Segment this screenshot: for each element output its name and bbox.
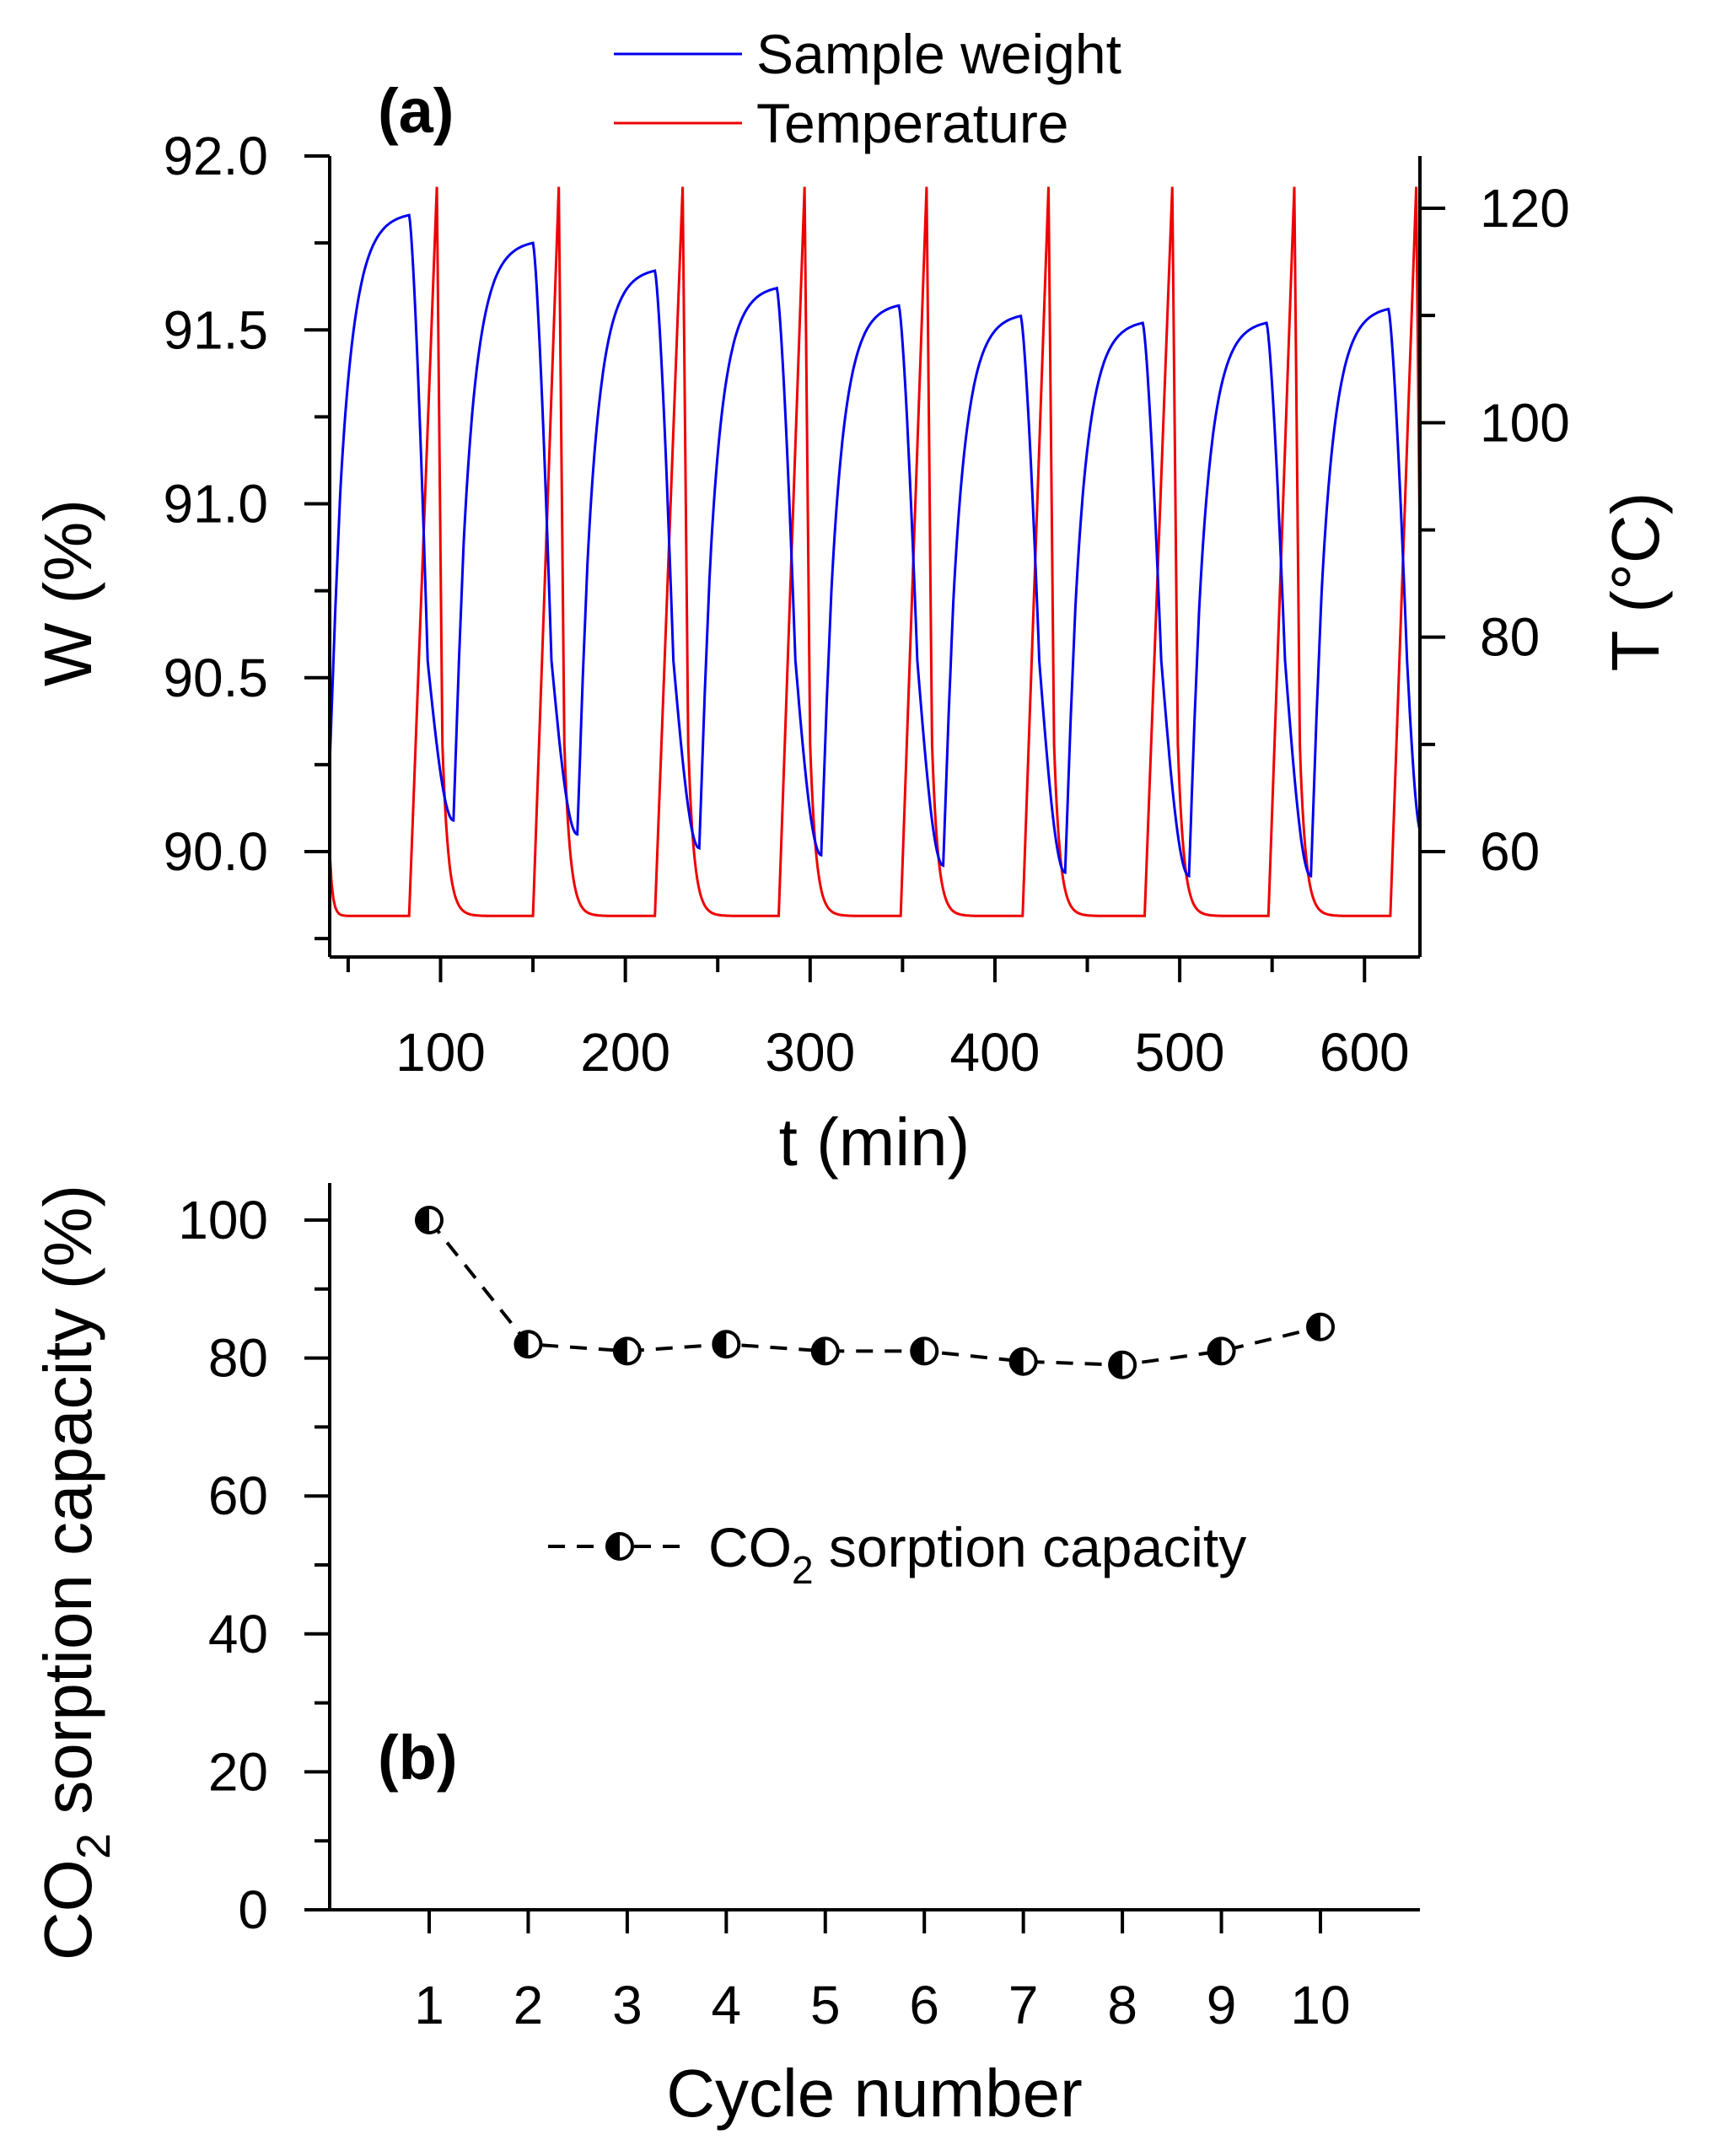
x-tick-label: 7 [1008, 1975, 1039, 2035]
panel-a-left-y-axis-title: W (%) [30, 499, 105, 686]
temperature-line [330, 186, 1420, 917]
panel-b-legend: CO2 sorption capacity [548, 1516, 1246, 1592]
panel-a-right-y-axis-title: T (°C) [1598, 492, 1673, 672]
x-tick-label: 1 [414, 1975, 444, 2035]
panel-a-right-y-ticks: 60 80 100 120 [1420, 178, 1570, 882]
panel-a-label: (a) [378, 76, 454, 146]
x-tick-label: 10 [1290, 1975, 1350, 2035]
left-y-tick-label: 91.0 [163, 474, 268, 535]
legend-sample-weight-label: Sample weight [756, 23, 1121, 85]
right-y-tick-label: 100 [1480, 392, 1570, 453]
right-y-tick-label: 80 [1480, 607, 1540, 668]
x-tick-label: 600 [1320, 1022, 1410, 1083]
x-tick-label: 6 [909, 1975, 939, 2035]
left-y-tick-label: 92.0 [163, 126, 268, 186]
x-tick-label: 400 [950, 1022, 1041, 1083]
legend-co2-marker [605, 1532, 634, 1561]
x-tick-label: 5 [810, 1975, 841, 2035]
x-tick-label: 9 [1207, 1975, 1237, 2035]
left-y-tick-label: 91.5 [163, 299, 268, 360]
data-point [415, 1206, 444, 1234]
legend-temperature-label: Temperature [756, 92, 1069, 154]
x-tick-label: 2 [514, 1975, 544, 2035]
panel-a-left-y-ticks: 90.0 90.5 91.0 91.5 92.0 [163, 126, 330, 941]
legend-marker [605, 1532, 634, 1561]
x-tick-label: 300 [765, 1022, 855, 1083]
y-tick-label: 0 [238, 1879, 268, 1940]
panel-a-series [330, 186, 1420, 917]
co2-capacity-points [415, 1206, 1335, 1379]
right-y-tick-label: 60 [1480, 821, 1540, 882]
right-y-tick-label: 120 [1480, 178, 1570, 239]
y-tick-label: 60 [208, 1465, 268, 1526]
data-point [1306, 1312, 1335, 1341]
data-point [612, 1336, 642, 1366]
x-tick-label: 500 [1135, 1022, 1225, 1083]
x-tick-label: 4 [712, 1975, 742, 2035]
data-point [1108, 1350, 1137, 1379]
panel-b-x-axis-title: Cycle number [666, 2056, 1083, 2131]
y-tick-label: 40 [208, 1604, 268, 1664]
panel-a-x-ticks: 100 200 300 400 500 600 [346, 957, 1410, 1083]
panel-b-y-ticks: 0 20 40 60 80 100 [178, 1190, 330, 1940]
panel-a-legend: Sample weight Temperature [614, 23, 1121, 154]
x-tick-label: 8 [1107, 1975, 1137, 2035]
x-tick-label: 200 [580, 1022, 670, 1083]
panel-b-label: (b) [378, 1723, 458, 1793]
y-tick-label: 100 [178, 1190, 268, 1250]
left-y-tick-label: 90.5 [163, 648, 268, 708]
left-y-tick-label: 90.0 [163, 821, 268, 882]
legend-co2-label: CO2 sorption capacity [708, 1516, 1246, 1592]
data-point [712, 1330, 741, 1359]
panel-b: (b) 1 2 3 4 5 6 7 8 9 10 0 20 40 60 80 100 CO2 sorptio… [30, 1183, 1420, 2131]
data-point [1207, 1336, 1236, 1366]
panel-a-x-axis-title: t (min) [779, 1105, 971, 1180]
data-point [910, 1336, 939, 1366]
panel-b-y-axis-title: CO2 sorption capacity (%) [30, 1185, 120, 1960]
sample-weight-line [330, 213, 1420, 879]
panel-b-x-ticks: 1 2 3 4 5 6 7 8 9 10 [414, 1910, 1351, 2035]
panel-a-axes [328, 156, 1422, 959]
data-point [1008, 1347, 1038, 1376]
y-tick-label: 80 [208, 1328, 268, 1389]
data-point [810, 1336, 840, 1366]
x-tick-label: 3 [612, 1975, 643, 2035]
panel-b-axes [328, 1183, 1420, 1911]
panel-a: (a) Sample weight Temperature 100 200 300 4… [30, 23, 1673, 1180]
x-tick-label: 100 [395, 1022, 486, 1083]
y-tick-label: 20 [208, 1741, 268, 1802]
co2-capacity-line [428, 1218, 1321, 1367]
data-point [514, 1330, 543, 1359]
